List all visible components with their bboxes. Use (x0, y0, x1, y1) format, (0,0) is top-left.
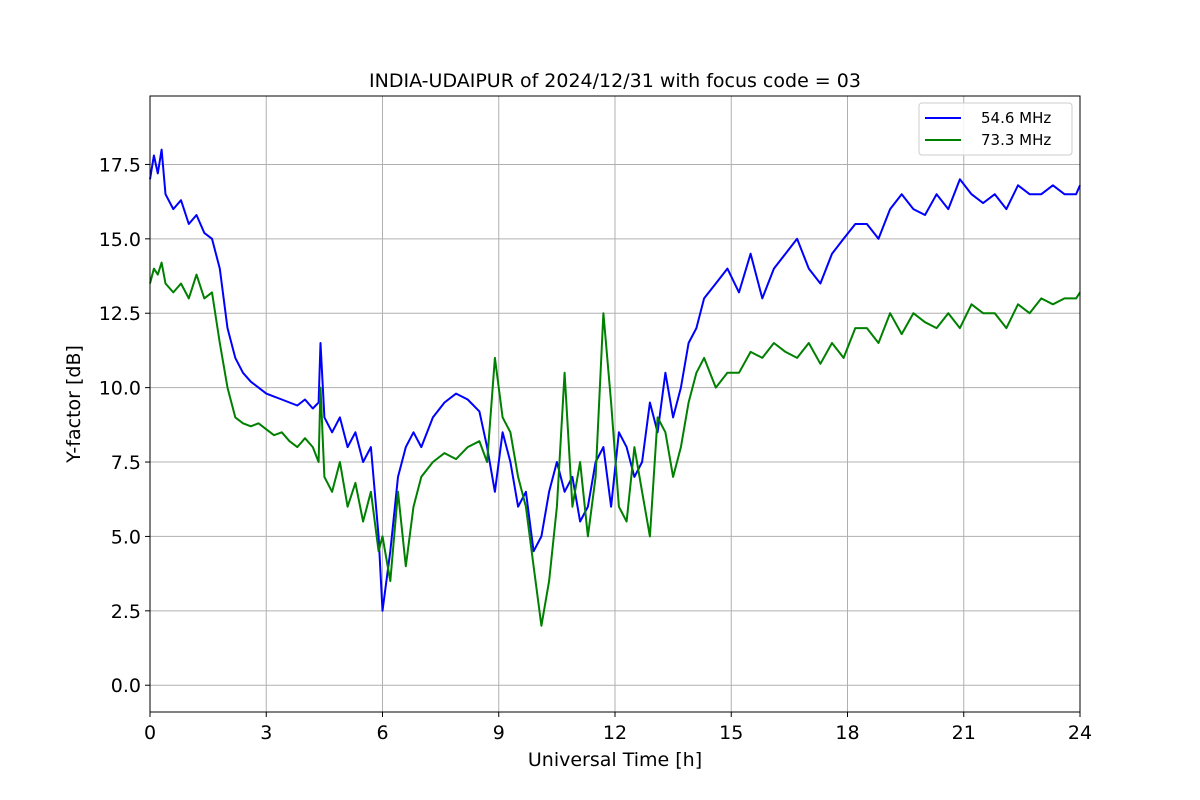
y-tick-label: 15.0 (99, 229, 141, 251)
y-tick-label: 2.5 (111, 601, 141, 623)
series-73-3-line (149, 261, 1081, 627)
x-tick-label: 21 (952, 722, 976, 744)
y-tick-label: 0.0 (111, 675, 141, 697)
x-tick-label: 6 (376, 722, 388, 744)
x-axis-label: Universal Time [h] (528, 749, 702, 771)
legend-label-73-3: 73.3 MHz (981, 131, 1051, 149)
series-54-6-line (149, 148, 1081, 612)
x-tick-label: 3 (260, 722, 272, 744)
x-tick-label: 0 (144, 722, 156, 744)
legend-box (918, 102, 1073, 156)
x-tick-label: 24 (1068, 722, 1092, 744)
y-tick-label: 5.0 (111, 526, 141, 548)
x-tick-label: 12 (603, 722, 627, 744)
y-tick-label: 7.5 (111, 452, 141, 474)
axis-ticks: 0 3 6 9 12 15 18 21 24 0.0 2.5 5.0 7.5 10.0 12.5 15.0 17… (99, 154, 1092, 744)
y-tick-label: 17.5 (99, 154, 141, 176)
series-layer (149, 148, 1081, 627)
legend: 54.6 MHz 73.3 MHz (918, 102, 1073, 156)
legend-label-54-6: 54.6 MHz (981, 109, 1051, 127)
x-tick-label: 15 (719, 722, 743, 744)
chart-title: INDIA-UDAIPUR of 2024/12/31 with focus c… (369, 70, 861, 92)
x-tick-label: 9 (493, 722, 505, 744)
y-tick-label: 10.0 (99, 378, 141, 400)
y-axis-label: Y-factor [dB] (63, 345, 85, 464)
y-tick-label: 12.5 (99, 303, 141, 325)
x-tick-label: 18 (835, 722, 859, 744)
